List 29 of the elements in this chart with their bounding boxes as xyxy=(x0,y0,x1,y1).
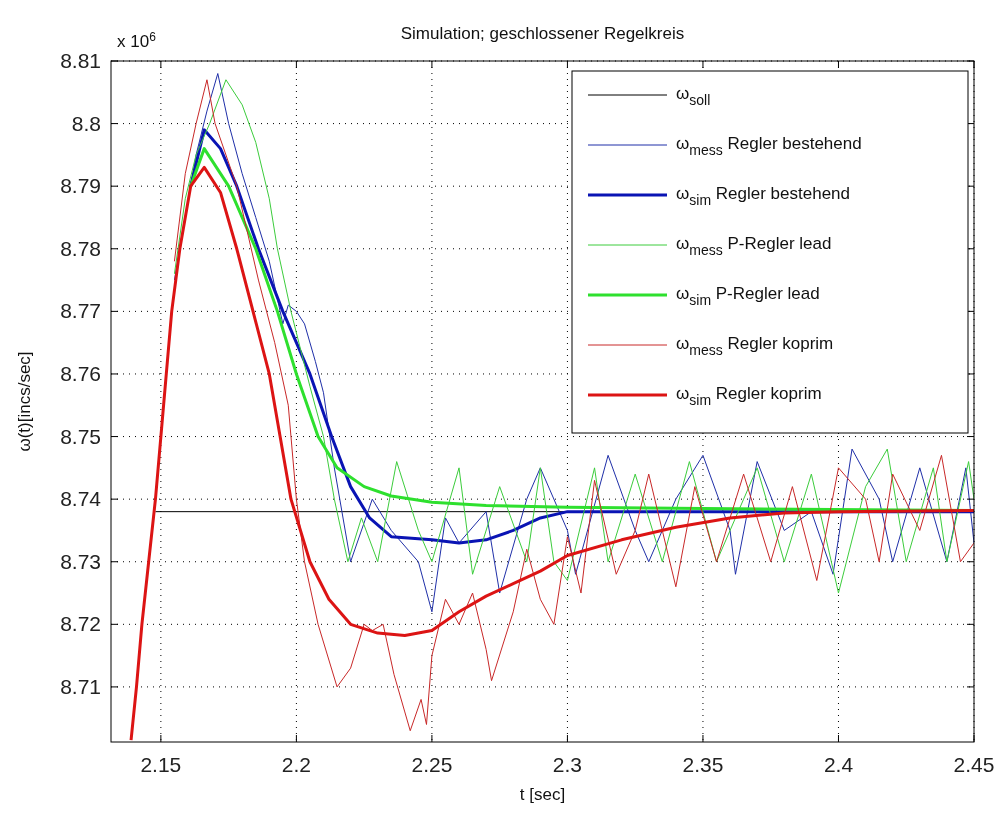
y-tick-label: 8.76 xyxy=(60,361,101,385)
legend-label: ω$_{sim}$ P-Regler lead xyxy=(676,284,820,308)
y-tick-label: 8.75 xyxy=(60,424,101,448)
x-axis-title: t [sec] xyxy=(519,785,566,804)
legend-label: ω$_{soll}$ xyxy=(676,84,711,108)
y-tick-label: 8.77 xyxy=(60,299,101,323)
legend-label: ω$_{mess}$ Regler bestehend xyxy=(676,134,862,158)
y-tick-label: 8.73 xyxy=(60,549,101,573)
chart-title: Simulation; geschlossener Regelkreis xyxy=(400,24,685,43)
text: x 10$^{6}$ xyxy=(117,30,157,51)
x-tick-label: 2.15 xyxy=(140,753,182,776)
y-tick-label: 8.72 xyxy=(60,612,101,636)
y-tick-label: 8.8 xyxy=(71,111,101,135)
y-axis-title: ω(t)[incs/sec] xyxy=(15,351,34,452)
legend-label: ω$_{sim}$ Regler bestehend xyxy=(676,184,850,208)
x-tick-label: 2.4 xyxy=(823,753,854,776)
y-tick-label: 8.78 xyxy=(60,236,101,260)
legend-label: ω$_{mess}$ P-Regler lead xyxy=(676,234,832,258)
x-tick-label: 2.25 xyxy=(411,753,453,776)
x-tick-label: 2.45 xyxy=(953,753,995,776)
x-tick-label: 2.2 xyxy=(281,753,311,776)
y-tick-label: 8.71 xyxy=(60,674,101,698)
y-tick-label: 8.79 xyxy=(60,174,101,198)
legend-label: ω$_{sim}$ Regler koprim xyxy=(676,384,822,408)
y-tick-label: 8.74 xyxy=(60,487,102,511)
x-tick-label: 2.3 xyxy=(552,753,583,776)
y-tick-label: 8.81 xyxy=(60,49,101,72)
x-tick-label: 2.35 xyxy=(682,753,724,776)
legend-label: ω$_{mess}$ Regler koprim xyxy=(676,334,834,358)
